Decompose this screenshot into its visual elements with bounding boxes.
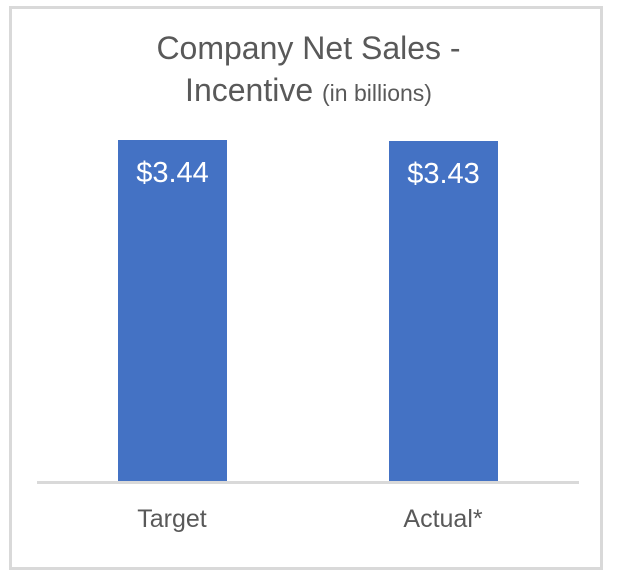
category-label-actual: Actual* (403, 505, 483, 533)
data-label-actual: $3.43 (407, 158, 480, 190)
chart-title-line1: Company Net Sales - (156, 30, 461, 66)
chart-title-units: (in billions) (322, 80, 432, 106)
chart-frame (9, 6, 603, 570)
category-label-target: Target (137, 505, 207, 533)
chart-title-main: Incentive (185, 72, 314, 108)
bar-actual: $3.43 (389, 141, 498, 481)
chart-title-line2: Incentive (in billions) (0, 70, 617, 113)
data-label-target: $3.44 (136, 157, 209, 189)
x-axis-line (37, 481, 579, 484)
bar-target: $3.44 (118, 140, 227, 481)
